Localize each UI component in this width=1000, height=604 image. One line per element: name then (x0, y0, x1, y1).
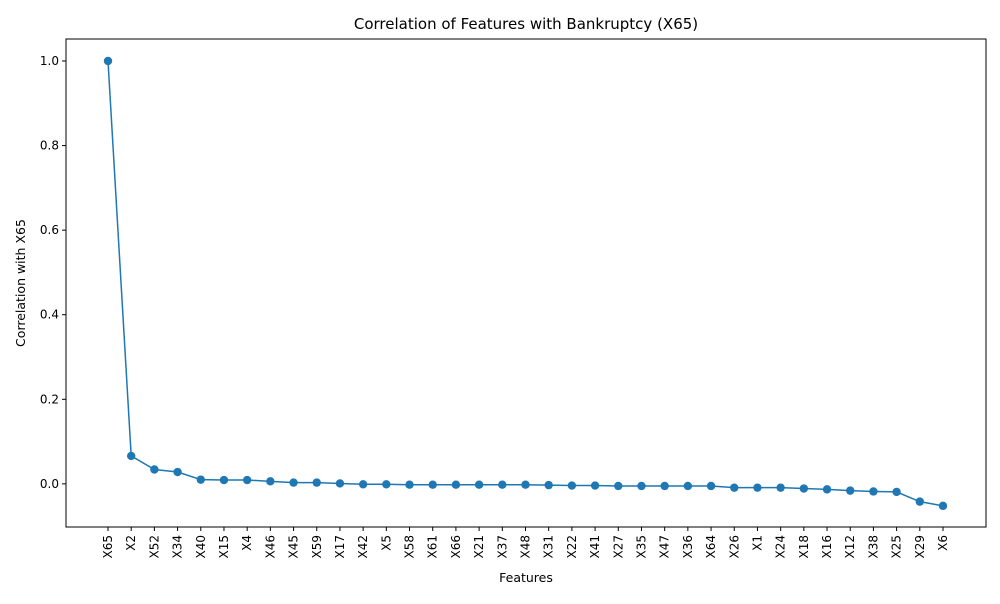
x-tick-label: X41 (588, 535, 602, 559)
x-tick-label: X37 (495, 535, 509, 559)
y-tick-label: 0.6 (40, 223, 59, 237)
y-tick-label: 0.0 (40, 477, 59, 491)
x-tick-label: X12 (843, 535, 857, 559)
y-tick-label: 1.0 (40, 54, 59, 68)
plot-frame (65, 38, 987, 528)
data-point (799, 484, 809, 493)
y-axis-label: Correlation with X65 (13, 219, 28, 347)
x-tick-label: X6 (936, 535, 950, 551)
data-point (266, 477, 275, 486)
data-point (915, 497, 925, 506)
data-point (451, 480, 461, 489)
data-point (544, 480, 553, 490)
data-point (590, 481, 600, 490)
y-tick-label: 0.8 (40, 139, 59, 153)
data-point (637, 481, 646, 491)
x-tick-label: X48 (519, 535, 533, 559)
data-point (822, 485, 832, 494)
x-tick-label: X59 (310, 535, 324, 559)
x-tick-label: X2 (124, 535, 138, 551)
x-tick-label: X4 (240, 535, 254, 551)
data-point (428, 480, 437, 489)
chart-title: Correlation of Features with Bankruptcy … (354, 15, 698, 33)
x-tick-label: X45 (287, 535, 301, 559)
plot-area: 0.0 0.2 0.4 0.6 0.8 1.0 X65 X2 X52 X34 X40 X15 X4 X46… (40, 54, 950, 559)
data-point (938, 501, 948, 511)
x-tick-label: X42 (356, 535, 370, 559)
y-tick-label: 0.2 (40, 392, 59, 406)
x-tick-label: X29 (913, 535, 927, 559)
data-point (335, 479, 345, 488)
x-tick-label: X47 (658, 535, 672, 559)
data-point (289, 478, 298, 487)
x-tick-label: X34 (171, 535, 185, 559)
x-tick-label: X22 (565, 535, 579, 559)
data-point (358, 480, 368, 489)
x-tick-label: X26 (727, 535, 741, 559)
data-point (219, 475, 229, 485)
x-tick-label: X16 (820, 535, 834, 559)
data-point (242, 475, 252, 485)
data-point (382, 480, 391, 489)
data-point (683, 481, 693, 491)
x-tick-label: X35 (634, 535, 648, 559)
data-point (706, 481, 716, 491)
x-tick-label: X46 (263, 535, 277, 559)
x-tick-label: X61 (426, 535, 440, 559)
data-point (474, 480, 484, 489)
data-point (846, 486, 855, 495)
data-point (312, 478, 321, 487)
y-tick-label: 0.4 (40, 308, 59, 322)
x-tick-label: X64 (704, 535, 718, 559)
x-tick-label: X58 (403, 535, 417, 559)
data-point (196, 475, 205, 484)
data-point (103, 56, 113, 66)
data-point (869, 487, 878, 496)
x-axis-label: Features (499, 570, 553, 585)
x-tick-label: X5 (379, 535, 393, 551)
x-tick-label: X65 (101, 535, 115, 559)
data-point (173, 467, 182, 477)
x-tick-label: X25 (890, 535, 904, 559)
x-tick-label: X24 (774, 535, 788, 559)
x-tick-label: X38 (866, 535, 880, 559)
x-tick-label: X36 (681, 535, 695, 559)
data-point (892, 487, 901, 497)
x-tick-label: X18 (797, 535, 811, 559)
x-tick-label: X15 (217, 535, 231, 559)
x-tick-label: X17 (333, 535, 347, 559)
data-point (730, 483, 739, 492)
data-point (614, 481, 623, 491)
data-point (567, 481, 577, 490)
x-tick-label: X52 (147, 535, 161, 559)
data-point (660, 481, 669, 491)
data-point (521, 480, 530, 489)
data-point (126, 451, 136, 461)
x-tick-label: X66 (449, 535, 463, 559)
x-tick-label: X27 (611, 535, 625, 559)
x-tick-label: X21 (472, 535, 486, 559)
data-point (405, 480, 414, 489)
data-point (776, 483, 785, 492)
x-tick-label: X31 (542, 535, 556, 559)
x-tick-label: X40 (194, 535, 208, 559)
data-point (150, 465, 159, 474)
x-tick-label: X1 (750, 535, 764, 551)
data-point (753, 483, 762, 492)
data-point (498, 480, 507, 489)
